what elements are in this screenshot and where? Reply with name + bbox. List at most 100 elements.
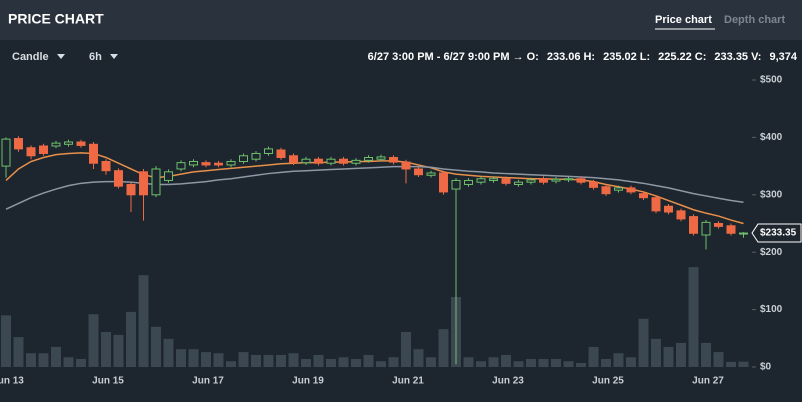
candle-body — [289, 155, 298, 164]
volume-bar — [388, 357, 399, 367]
candle-body — [601, 186, 611, 195]
volume-bar — [463, 357, 474, 367]
candle-body — [164, 171, 173, 181]
volume-bar — [576, 362, 586, 367]
x-tick-label: Jun 23 — [492, 376, 524, 387]
volume-bar — [63, 357, 74, 367]
header-bar — [0, 0, 802, 40]
candle-body — [439, 172, 448, 193]
volume-bar — [413, 349, 424, 367]
candle-body — [26, 147, 36, 157]
y-tick-label: $400 — [760, 132, 783, 143]
candle-body — [714, 223, 723, 227]
volume-bar — [301, 358, 311, 367]
volume-bar — [176, 349, 186, 367]
candle-body — [39, 145, 48, 154]
volume-bar — [713, 352, 724, 367]
volume-bar — [701, 342, 711, 367]
candle-body — [364, 156, 373, 161]
candle-body — [476, 178, 486, 183]
candle-body — [1, 138, 11, 167]
ohlcv-label: L: — [640, 51, 650, 63]
candle-body — [314, 158, 323, 164]
y-tick-label: $100 — [760, 304, 783, 315]
candle-body — [89, 143, 98, 164]
candle-body — [101, 161, 111, 172]
candle-body — [64, 141, 73, 145]
candle-body — [114, 170, 123, 187]
volume-bar — [551, 358, 561, 367]
candle-body — [639, 193, 648, 199]
moving-average-line — [5, 165, 744, 210]
candle-body — [14, 138, 23, 150]
volume-bar — [501, 354, 511, 367]
volume-bar — [726, 361, 736, 367]
volume-bar — [251, 354, 261, 367]
x-tick-label: Jun 27 — [692, 376, 724, 387]
volume-bar — [738, 361, 749, 367]
interval-select[interactable]: 6h — [89, 51, 102, 63]
candle-body — [551, 178, 561, 182]
volume-bar — [363, 354, 374, 367]
candle-body — [351, 159, 361, 164]
volume-bar — [538, 358, 549, 367]
volume-bar — [76, 358, 86, 367]
y-tick-label: $0 — [760, 362, 772, 373]
candle-body — [339, 158, 348, 164]
volume-bar — [313, 354, 324, 367]
tab-depth-chart[interactable]: Depth chart — [724, 14, 785, 26]
volume-bar — [601, 358, 611, 367]
candle-body — [701, 221, 711, 236]
dropdown-arrow — [57, 54, 65, 59]
ohlcv-value: 233.06 — [547, 51, 581, 63]
volume-bar — [401, 331, 411, 367]
candle-body — [739, 232, 748, 235]
candle-body — [589, 181, 598, 188]
volume-bar — [113, 334, 124, 367]
volume-bar — [651, 338, 661, 367]
volume-bar — [188, 349, 199, 367]
tab-price-chart[interactable]: Price chart — [655, 14, 712, 26]
candle-body — [51, 142, 61, 147]
chart-type-select[interactable]: Candle — [12, 51, 49, 63]
ohlcv-value: 233.35 — [714, 51, 748, 63]
range-text: 6/27 3:00 PM - 6/27 9:00 PM → — [368, 51, 524, 63]
volume-bar — [676, 342, 686, 367]
ohlcv-value: 225.22 — [658, 51, 692, 63]
candle-body — [414, 168, 423, 176]
candle-body — [239, 155, 248, 163]
candle-body — [614, 187, 623, 191]
x-tick-label: Jun 17 — [192, 376, 224, 387]
x-tick-label: Jun 21 — [392, 376, 424, 387]
candle-body — [251, 152, 261, 160]
candle-body — [126, 183, 136, 196]
candle-body — [189, 161, 198, 166]
candle-body — [676, 210, 686, 220]
volume-bar — [163, 338, 174, 367]
volume-bar — [526, 358, 536, 367]
y-tick-label: $500 — [760, 75, 783, 86]
volume-bar — [376, 361, 386, 367]
volume-bar — [126, 311, 136, 367]
volume-bar — [488, 357, 499, 367]
price-tag-label: $233.35 — [760, 228, 797, 239]
ohlcv-label: O: — [527, 51, 539, 63]
candle-body — [264, 148, 273, 154]
volume-bar — [326, 358, 336, 367]
candle-body — [651, 197, 661, 212]
candle-body — [76, 141, 86, 146]
volume-bar — [226, 361, 236, 367]
volume-bar — [201, 352, 211, 367]
volume-bar — [138, 275, 149, 367]
ohlcv-label: V: — [751, 51, 761, 63]
candle-body — [151, 168, 161, 196]
ohlcv-label: H: — [583, 51, 595, 63]
volume-bar — [513, 361, 524, 367]
volume-bar — [563, 361, 574, 367]
volume-bar — [263, 354, 274, 367]
x-tick-label: Jun 25 — [592, 376, 624, 387]
candle-body — [176, 162, 186, 170]
candle-body — [389, 156, 398, 163]
